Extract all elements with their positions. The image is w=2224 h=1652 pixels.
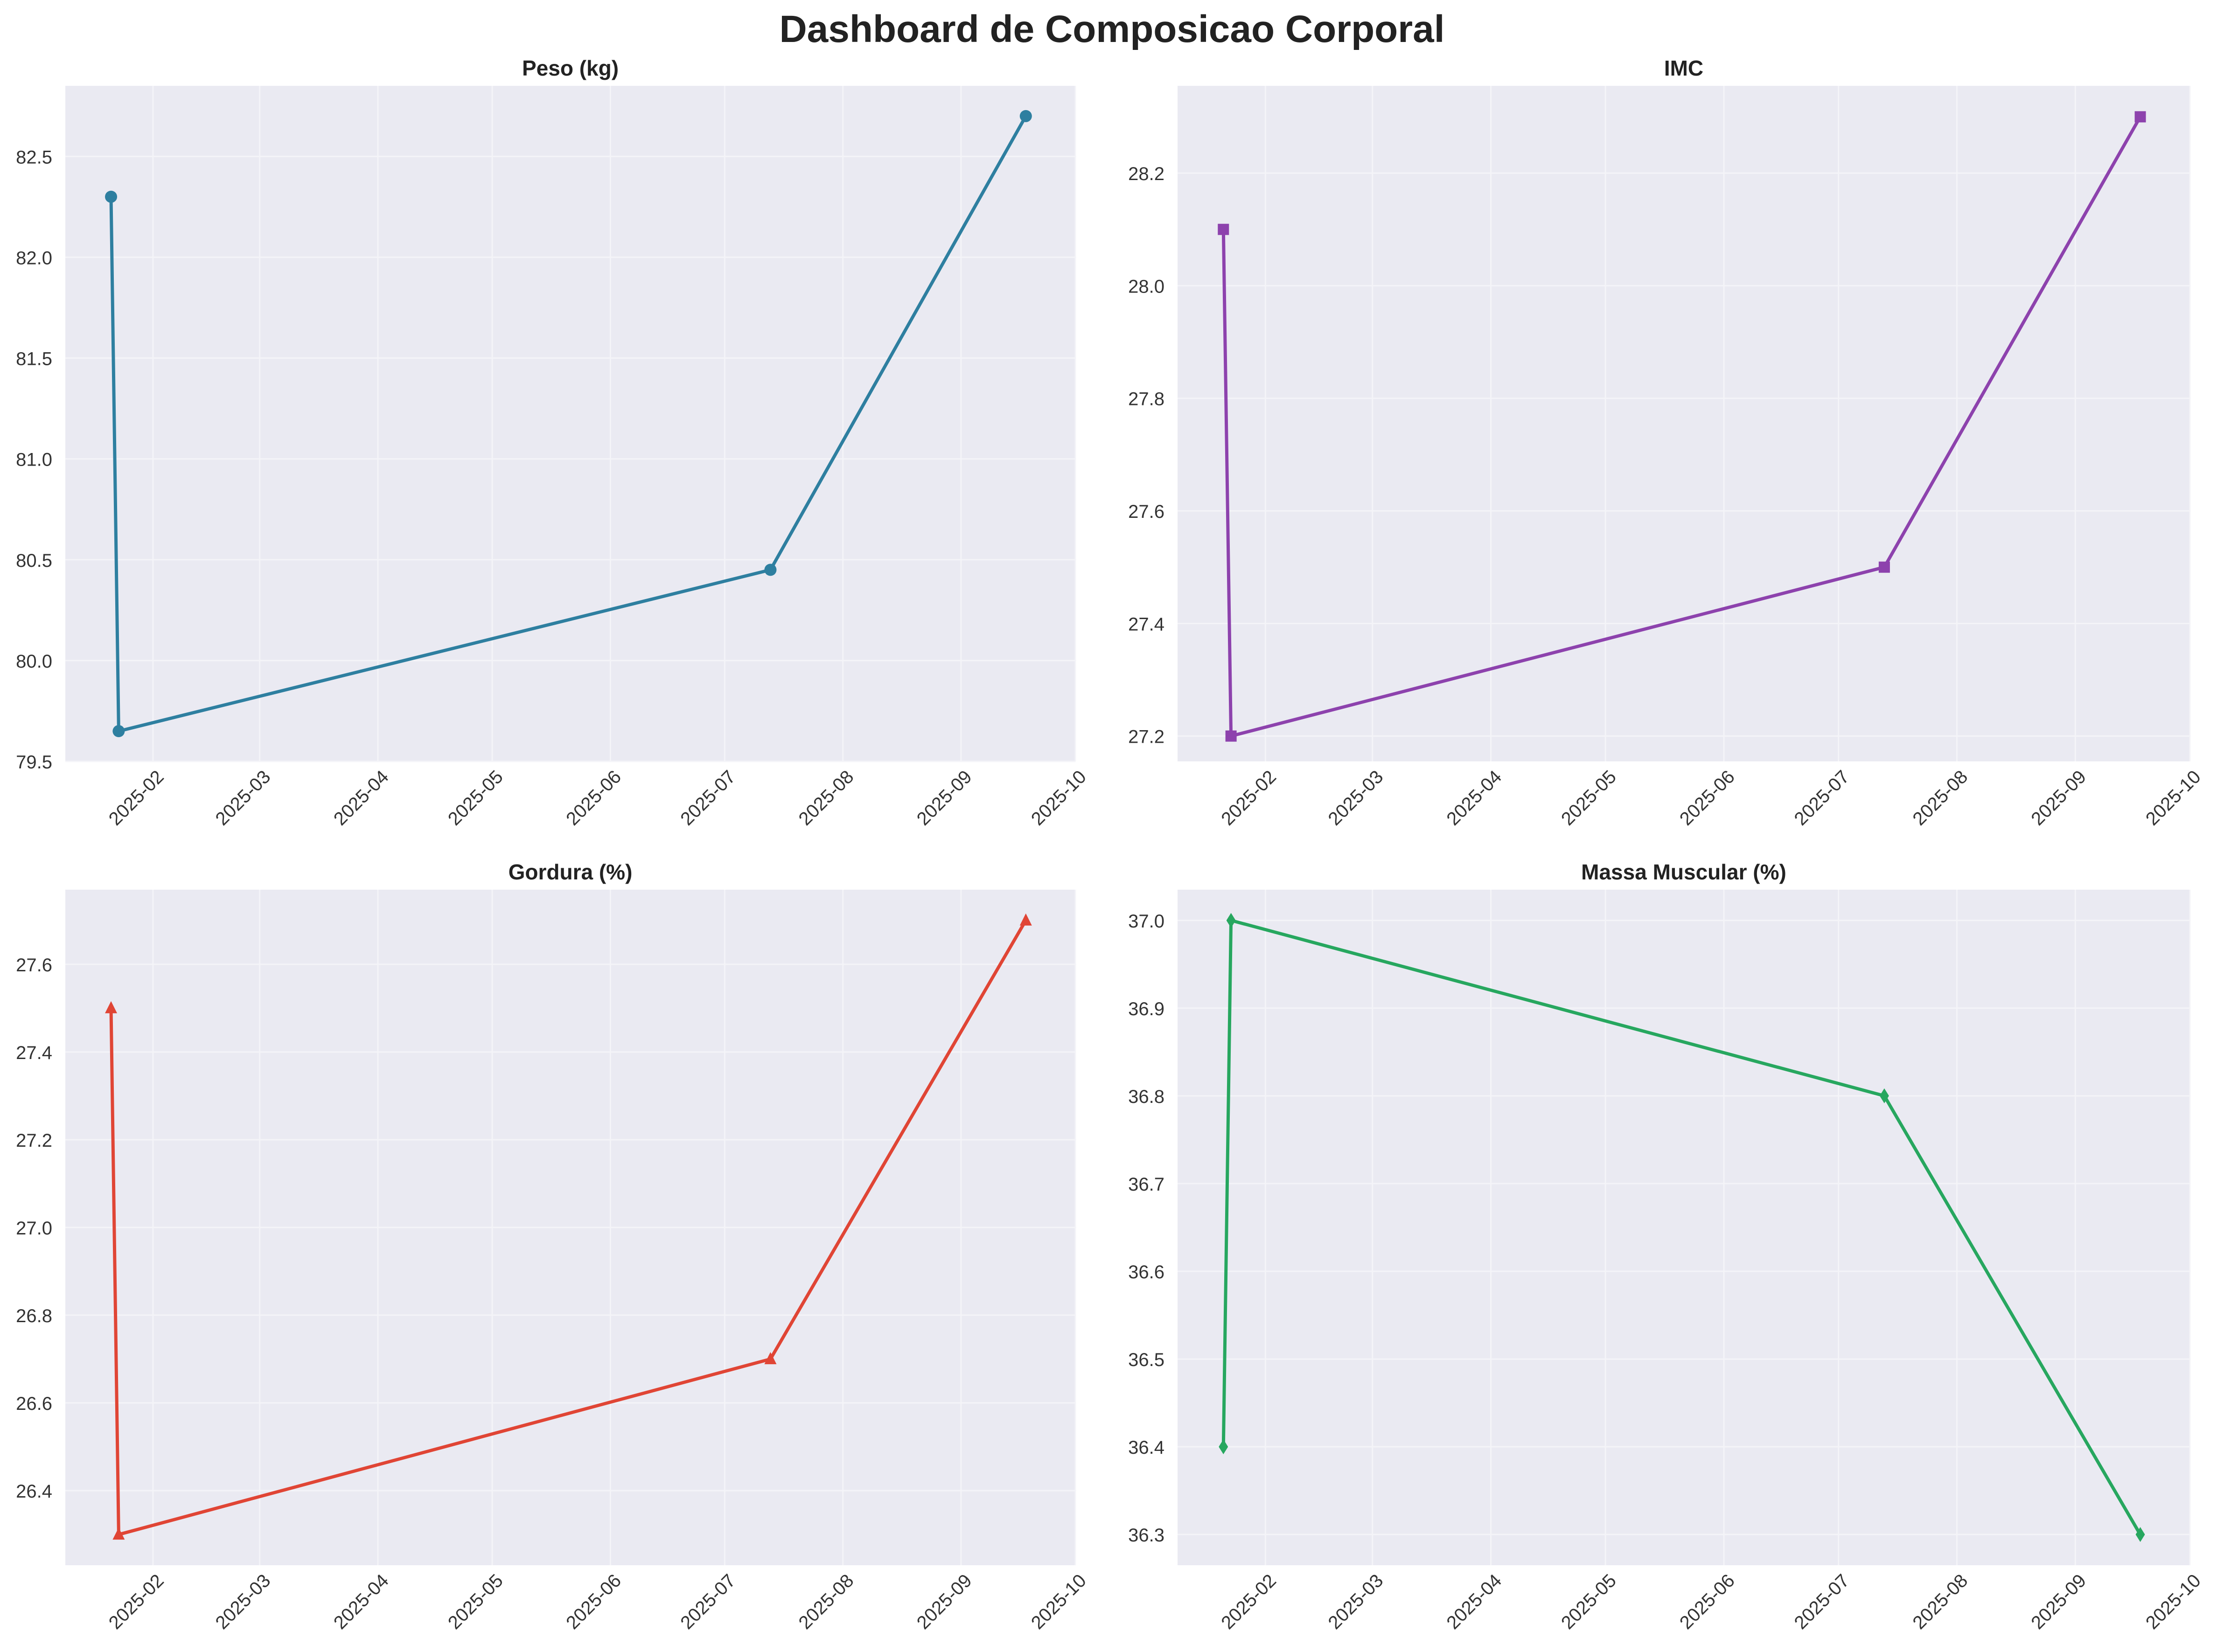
plot-area bbox=[1178, 86, 2190, 761]
data-point bbox=[1019, 913, 1032, 926]
x-tick-label: 2025-04 bbox=[1443, 767, 1506, 829]
panel-title: IMC bbox=[1664, 56, 1703, 80]
x-tick-label: 2025-09 bbox=[2027, 1570, 2090, 1633]
y-tick-label: 80.0 bbox=[16, 651, 52, 672]
y-tick-label: 26.8 bbox=[16, 1306, 52, 1326]
data-point bbox=[112, 725, 125, 738]
x-tick-label: 2025-05 bbox=[1557, 1570, 1620, 1633]
x-tick-label: 2025-05 bbox=[444, 767, 507, 829]
y-tick-label: 36.9 bbox=[1128, 999, 1164, 1019]
data-point bbox=[1225, 730, 1237, 742]
y-tick-label: 27.0 bbox=[16, 1218, 52, 1239]
x-tick-label: 2025-05 bbox=[1557, 767, 1620, 829]
data-point bbox=[764, 564, 777, 576]
x-tick-label: 2025-03 bbox=[212, 767, 275, 829]
y-tick-label: 79.5 bbox=[16, 752, 52, 773]
y-tick-label: 27.8 bbox=[1128, 389, 1164, 410]
y-tick-label: 27.6 bbox=[1128, 502, 1164, 522]
y-tick-label: 36.3 bbox=[1128, 1525, 1164, 1546]
x-tick-label: 2025-04 bbox=[1443, 1570, 1506, 1633]
x-tick-label: 2025-08 bbox=[1909, 767, 1972, 829]
x-tick-label: 2025-04 bbox=[330, 1570, 393, 1633]
x-tick-label: 2025-08 bbox=[1909, 1570, 1972, 1633]
data-point bbox=[2134, 111, 2146, 123]
y-tick-label: 26.6 bbox=[16, 1394, 52, 1414]
x-tick-label: 2025-02 bbox=[105, 1570, 168, 1633]
data-point bbox=[1879, 1088, 1889, 1103]
data-point bbox=[105, 190, 118, 203]
y-tick-label: 28.0 bbox=[1128, 276, 1164, 297]
x-tick-label: 2025-07 bbox=[676, 767, 739, 829]
panel-title: Gordura (%) bbox=[509, 860, 633, 884]
x-tick-label: 2025-10 bbox=[1027, 1570, 1090, 1633]
y-tick-label: 80.5 bbox=[16, 551, 52, 571]
data-point bbox=[764, 1352, 777, 1365]
y-tick-label: 36.5 bbox=[1128, 1350, 1164, 1370]
y-tick-label: 37.0 bbox=[1128, 911, 1164, 932]
x-tick-label: 2025-08 bbox=[795, 1570, 858, 1633]
data-point bbox=[1218, 223, 1229, 235]
chart-panel-2: IMC 27.2 27.4 27.6 27.8 28.0 28.2 2025-02 2025-0… bbox=[1128, 56, 2205, 829]
chart-panel-3: Gordura (%) 26.4 26.6 26.8 27.0 27.2 27.4 27.6 2… bbox=[16, 860, 1090, 1633]
series-line bbox=[1221, 919, 2142, 1536]
plot-area bbox=[65, 86, 1075, 761]
chart-panel-1: Peso (kg) 79.5 80.0 80.5 81.0 81.5 82.0 82.5 202… bbox=[16, 56, 1090, 829]
y-tick-label: 27.2 bbox=[1128, 727, 1164, 747]
panel-title: Peso (kg) bbox=[522, 56, 619, 80]
data-point bbox=[112, 1527, 125, 1540]
series-line bbox=[109, 919, 1028, 1536]
x-tick-label: 2025-03 bbox=[212, 1570, 275, 1633]
x-tick-label: 2025-03 bbox=[1325, 767, 1387, 829]
x-tick-label: 2025-09 bbox=[2027, 767, 2090, 829]
x-tick-label: 2025-07 bbox=[1791, 767, 1854, 829]
x-tick-label: 2025-10 bbox=[2142, 767, 2205, 829]
data-point bbox=[105, 1001, 118, 1013]
x-tick-label: 2025-04 bbox=[330, 767, 393, 829]
x-tick-label: 2025-07 bbox=[676, 1570, 739, 1633]
plot-area bbox=[1178, 890, 2190, 1565]
y-tick-label: 81.5 bbox=[16, 349, 52, 369]
y-tick-label: 82.0 bbox=[16, 248, 52, 268]
x-tick-label: 2025-06 bbox=[562, 767, 625, 829]
y-tick-label: 81.0 bbox=[16, 450, 52, 470]
x-tick-label: 2025-07 bbox=[1791, 1570, 1854, 1633]
y-tick-label: 27.4 bbox=[1128, 614, 1164, 634]
x-tick-label: 2025-06 bbox=[1676, 767, 1739, 829]
x-tick-label: 2025-02 bbox=[105, 767, 168, 829]
x-tick-label: 2025-06 bbox=[562, 1570, 625, 1633]
x-tick-label: 2025-05 bbox=[444, 1570, 507, 1633]
data-point bbox=[1226, 913, 1236, 928]
y-tick-label: 27.6 bbox=[16, 955, 52, 976]
series-line bbox=[109, 114, 1028, 733]
series-line bbox=[1221, 115, 2142, 738]
y-tick-label: 27.2 bbox=[16, 1130, 52, 1151]
y-tick-label: 82.5 bbox=[16, 147, 52, 167]
y-tick-label: 28.2 bbox=[1128, 164, 1164, 184]
data-point bbox=[2135, 1527, 2145, 1542]
y-tick-label: 27.4 bbox=[16, 1043, 52, 1063]
y-tick-label: 36.6 bbox=[1128, 1262, 1164, 1283]
x-tick-label: 2025-03 bbox=[1325, 1570, 1387, 1633]
data-point bbox=[1019, 110, 1032, 122]
x-tick-label: 2025-06 bbox=[1676, 1570, 1739, 1633]
x-tick-label: 2025-02 bbox=[1217, 1570, 1280, 1633]
y-tick-label: 26.4 bbox=[16, 1481, 52, 1502]
x-tick-label: 2025-09 bbox=[913, 1570, 976, 1633]
panel-title: Massa Muscular (%) bbox=[1581, 860, 1786, 884]
x-tick-label: 2025-09 bbox=[913, 767, 976, 829]
x-tick-label: 2025-02 bbox=[1217, 767, 1280, 829]
x-tick-label: 2025-08 bbox=[795, 767, 858, 829]
x-tick-label: 2025-10 bbox=[1027, 767, 1090, 829]
data-point bbox=[1219, 1439, 1228, 1455]
y-tick-label: 36.7 bbox=[1128, 1174, 1164, 1195]
dashboard-title: Dashboard de Composicao Corporal bbox=[779, 8, 1445, 50]
data-point bbox=[1878, 561, 1890, 573]
y-tick-label: 36.4 bbox=[1128, 1437, 1164, 1458]
chart-panel-4: Massa Muscular (%) 36.3 36.4 36.5 36.6 36.7 36… bbox=[1128, 860, 2205, 1633]
x-tick-label: 2025-10 bbox=[2142, 1570, 2205, 1633]
y-tick-label: 36.8 bbox=[1128, 1087, 1164, 1107]
